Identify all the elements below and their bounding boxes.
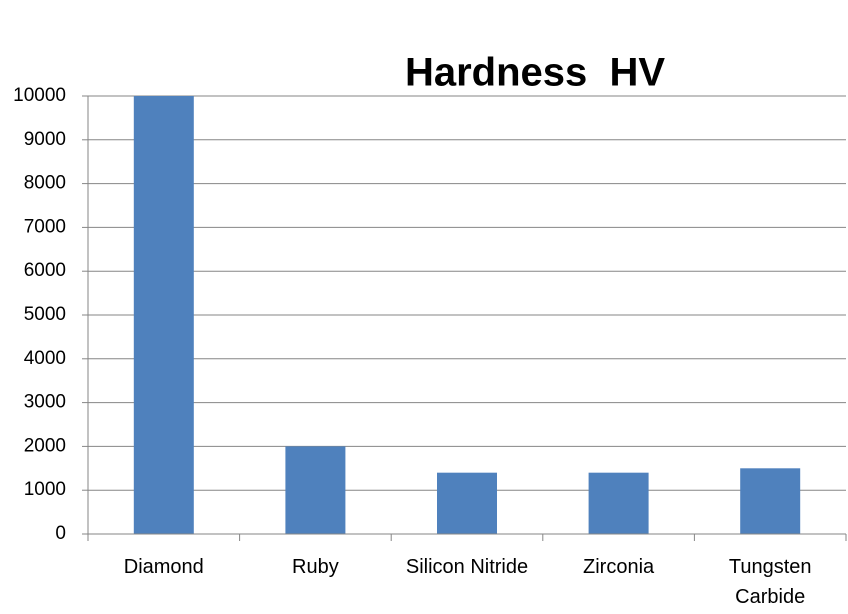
y-tick-label: 0	[55, 523, 66, 544]
y-tick-label: 3000	[24, 392, 66, 413]
bar	[133, 96, 194, 534]
chart-title: Hardness HV	[405, 51, 665, 95]
x-tick-label: Silicon Nitride	[405, 556, 529, 578]
x-tick-label: Ruby	[292, 556, 339, 578]
x-tick-label: Diamond	[123, 556, 204, 578]
bar	[740, 468, 801, 534]
y-tick-label: 4000	[24, 348, 66, 369]
y-tick-label: 6000	[24, 260, 66, 281]
x-tick-label: Zirconia	[583, 556, 655, 578]
y-tick-label: 10000	[13, 85, 66, 106]
y-tick-label: 8000	[24, 173, 66, 194]
bar	[285, 446, 346, 534]
y-tick-label: 2000	[24, 435, 66, 456]
y-tick-label: 7000	[24, 216, 66, 237]
bar	[588, 472, 649, 534]
y-tick-label: 9000	[24, 129, 66, 150]
bar	[437, 472, 497, 534]
y-tick-label: 1000	[24, 479, 66, 500]
y-tick-label: 5000	[24, 304, 66, 325]
x-tick-label: Tungsten Carbide	[728, 556, 812, 608]
